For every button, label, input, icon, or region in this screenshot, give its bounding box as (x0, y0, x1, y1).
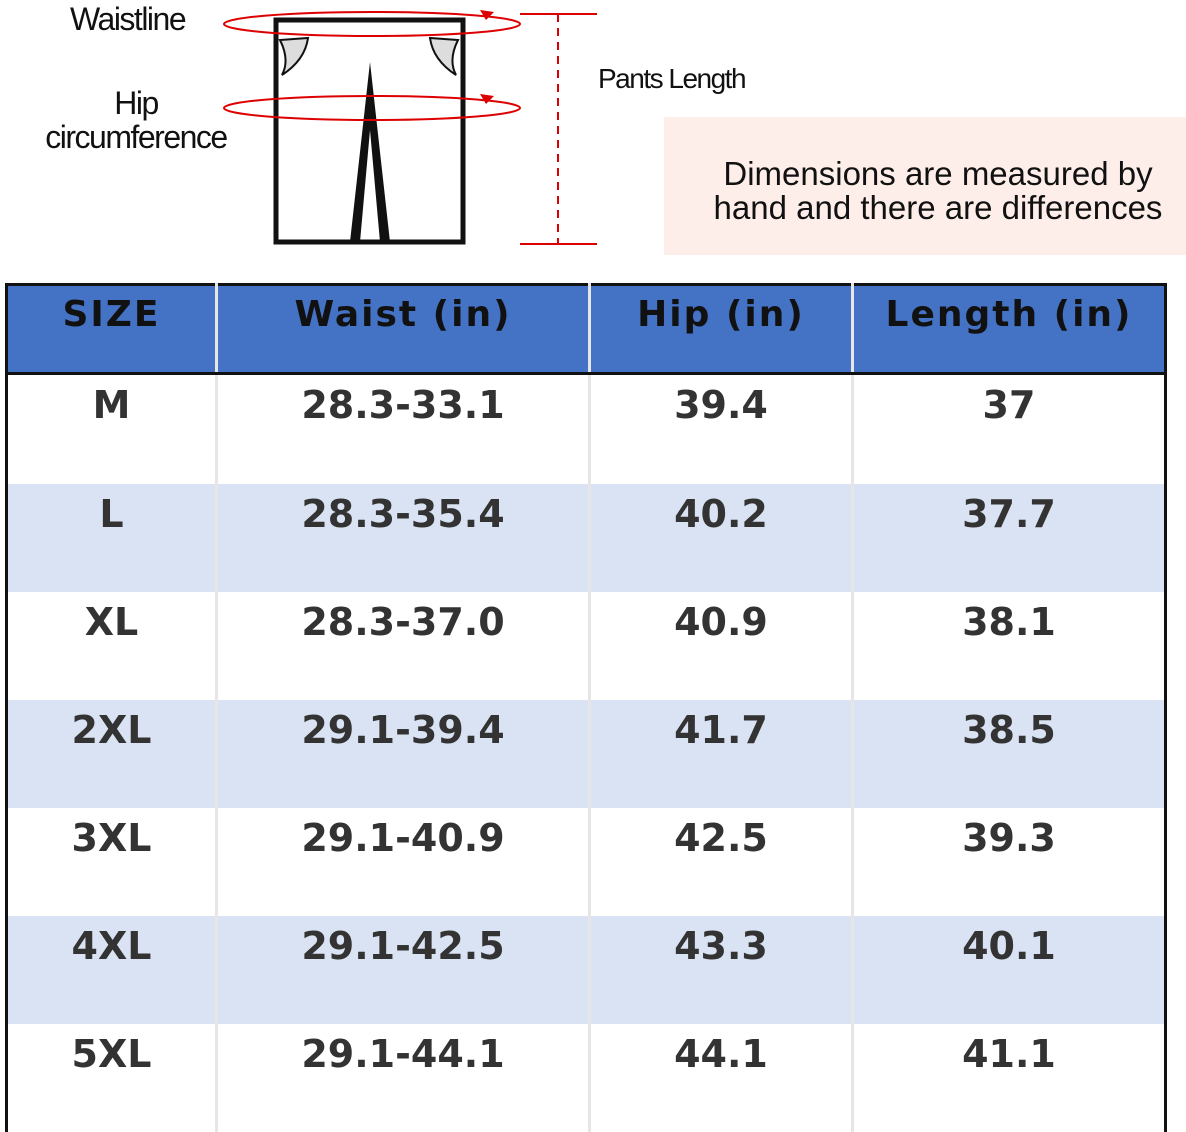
note: Dimensions are measured by hand and ther… (664, 117, 1186, 255)
length-label: Pants Length (598, 63, 747, 94)
table-cell: 28.3-37.0 (215, 592, 590, 701)
pants-split (350, 62, 390, 242)
table-cell: 40.1 (851, 916, 1166, 1024)
table-cell: 2XL (6, 700, 217, 809)
table-cell: 41.1 (851, 1024, 1166, 1132)
table-cell: 29.1-44.1 (215, 1024, 590, 1132)
table-row: M 28.3-33.1 39.4 37 (7, 373, 1166, 485)
table-cell: 38.5 (851, 700, 1166, 809)
table-row: L 28.3-35.4 40.2 37.7 (6, 484, 1166, 593)
table-cell: 4XL (6, 916, 217, 1024)
header-cell: Length (in) (851, 284, 1166, 375)
header-cell: SIZE (6, 284, 217, 375)
table-cell: L (6, 484, 217, 593)
arrows (480, 10, 494, 104)
table-cell: 5XL (71, 1032, 152, 1076)
table-cell: 28.3-33.1 (215, 373, 590, 485)
table-cell: 42.5 (588, 808, 853, 917)
table-cell: 40.9 (588, 592, 853, 701)
header-cell: Waist (in) (215, 284, 590, 375)
pockets (278, 36, 460, 76)
table-row: XL 28.3-37.0 40.9 38.1 (7, 592, 1166, 701)
table-cell: 29.1-39.4 (215, 700, 590, 809)
hip-ring (223, 95, 521, 121)
table-row: 5XL 29.1-44.1 44.1 41.1 (7, 1024, 1166, 1132)
pants-diagram (223, 10, 597, 245)
size-table: SIZE Waist (in) Hip (in) Length (in) M 28.3-… (5, 283, 1167, 1132)
header-row: SIZE Waist (in) Hip (in) Length (in) (6, 284, 1166, 375)
table-cell: 40.2 (588, 484, 853, 593)
table-cell: 44.1 (588, 1024, 853, 1132)
waist-ring (223, 11, 521, 37)
table-cell: 3XL (71, 816, 152, 861)
table-cell: 37.7 (851, 484, 1166, 593)
table-cell: 38.1 (851, 592, 1166, 701)
table-cell: 37 (851, 373, 1166, 485)
header-cell: Hip (in) (588, 284, 853, 375)
table-cell: XL (84, 600, 139, 645)
table-cell: M (92, 383, 131, 427)
waist-label: Waistline (70, 1, 187, 37)
table-row: 2XL 29.1-39.4 41.7 38.5 (6, 700, 1166, 809)
table-cell: 29.1-42.5 (215, 916, 590, 1024)
table-row: 3XL 29.1-40.9 42.5 39.3 (7, 808, 1166, 917)
table-cell: 29.1-40.9 (215, 808, 590, 917)
hip-label: Hip circumference (45, 85, 228, 155)
table-cell: 28.3-35.4 (215, 484, 590, 593)
table-cell: 43.3 (588, 916, 853, 1024)
table-cell: 39.3 (851, 808, 1166, 917)
table-cell: 39.4 (588, 373, 853, 485)
table-cell: 41.7 (588, 700, 853, 809)
table-row: 4XL 29.1-42.5 43.3 40.1 (6, 916, 1166, 1024)
